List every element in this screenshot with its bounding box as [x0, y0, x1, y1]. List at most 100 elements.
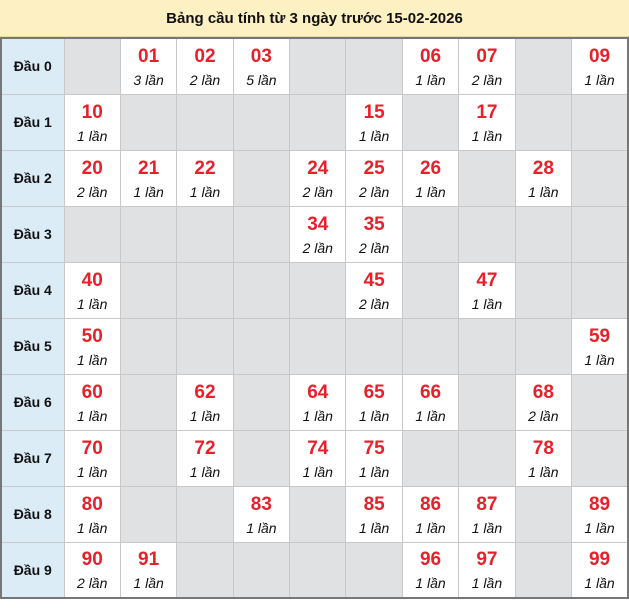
number-cell: 45 2 lần: [345, 261, 403, 319]
number-cell: 22 1 lần: [176, 149, 234, 207]
empty-cell: [119, 485, 178, 543]
number: 22: [194, 157, 216, 179]
empty-cell: [176, 205, 234, 263]
empty-cell: [232, 317, 291, 375]
empty-cell: [289, 317, 347, 375]
table-row: Đầu 8 80 1 lần 83 1 lần 85 1 lần 86 1 lần 87 1 lần…: [0, 485, 629, 543]
count: 1 lần: [133, 575, 164, 592]
empty-cell: [514, 205, 573, 263]
number-cell: 09 1 lần: [571, 37, 629, 95]
number: 47: [476, 269, 498, 291]
number-cell: 64 1 lần: [289, 373, 347, 431]
number: 40: [81, 269, 103, 291]
number-cell: 28 1 lần: [514, 149, 573, 207]
empty-cell: [458, 317, 516, 375]
empty-cell: [571, 205, 629, 263]
count: 1 lần: [189, 407, 221, 424]
empty-cell: [401, 429, 460, 487]
number: 62: [194, 381, 216, 403]
number: 17: [476, 101, 498, 123]
number: 35: [363, 213, 385, 235]
number: 86: [419, 493, 442, 515]
number: 91: [138, 549, 160, 571]
number-cell: 62 1 lần: [176, 373, 234, 431]
empty-cell: [514, 541, 573, 599]
row-label: Đầu 1: [0, 93, 65, 151]
number-cell: 68 2 lần: [514, 373, 573, 431]
number-cell: 86 1 lần: [401, 485, 460, 543]
number-cell: 59 1 lần: [571, 317, 629, 375]
number-cell: 06 1 lần: [401, 37, 460, 95]
number: 96: [419, 549, 442, 571]
empty-cell: [514, 37, 573, 95]
count: 2 lần: [471, 71, 503, 88]
count: 2 lần: [77, 183, 108, 200]
empty-cell: [232, 429, 291, 487]
count: 1 lần: [471, 295, 503, 312]
empty-cell: [63, 37, 121, 95]
number-cell: 26 1 lần: [401, 149, 460, 207]
number: 65: [363, 381, 385, 403]
empty-cell: [176, 317, 234, 375]
number-cell: 89 1 lần: [571, 485, 629, 543]
number: 45: [363, 269, 385, 291]
empty-cell: [176, 93, 234, 151]
count: 1 lần: [133, 183, 164, 200]
count: 1 lần: [246, 519, 277, 536]
number: 64: [307, 381, 329, 403]
number-cell: 47 1 lần: [458, 261, 516, 319]
number-cell: 90 2 lần: [63, 541, 121, 599]
count: 1 lần: [358, 463, 390, 480]
number: 06: [419, 45, 442, 67]
count: 2 lần: [358, 295, 390, 312]
count: 2 lần: [302, 239, 333, 256]
number-cell: 78 1 lần: [514, 429, 573, 487]
count: 2 lần: [528, 407, 559, 424]
count: 2 lần: [77, 575, 108, 592]
number-cell: 24 2 lần: [289, 149, 347, 207]
count: 1 lần: [471, 127, 503, 144]
row-label: Đầu 0: [0, 37, 65, 95]
empty-cell: [63, 205, 121, 263]
number-cell: 96 1 lần: [401, 541, 460, 599]
empty-cell: [458, 149, 516, 207]
empty-cell: [571, 261, 629, 319]
number: 28: [532, 157, 554, 179]
table-row: Đầu 2 20 2 lần 21 1 lần 22 1 lần 24 2 lần 25 2 lần…: [0, 149, 629, 207]
number: 10: [81, 101, 103, 123]
empty-cell: [514, 93, 573, 151]
empty-cell: [401, 93, 460, 151]
number-cell: 85 1 lần: [345, 485, 403, 543]
number-cell: 17 1 lần: [458, 93, 516, 151]
row-label: Đầu 9: [0, 541, 65, 599]
number: 02: [194, 45, 216, 67]
empty-cell: [514, 261, 573, 319]
empty-cell: [119, 93, 178, 151]
page-title: Bảng cầu tính từ 3 ngày trước 15-02-2026: [0, 0, 629, 37]
number: 59: [588, 325, 611, 347]
empty-cell: [289, 485, 347, 543]
count: 1 lần: [584, 519, 615, 536]
number-cell: 03 5 lần: [232, 37, 291, 95]
empty-cell: [232, 205, 291, 263]
count: 1 lần: [189, 183, 221, 200]
count: 1 lần: [77, 407, 108, 424]
empty-cell: [176, 261, 234, 319]
number: 78: [532, 437, 554, 459]
count: 1 lần: [415, 407, 446, 424]
number-cell: 80 1 lần: [63, 485, 121, 543]
empty-cell: [119, 373, 178, 431]
number-cell: 75 1 lần: [345, 429, 403, 487]
empty-cell: [289, 93, 347, 151]
lottery-table: Đầu 0 01 3 lần 02 2 lần 03 5 lần 06 1 lần 07 2 lần…: [0, 37, 629, 599]
number: 66: [419, 381, 442, 403]
number-cell: 10 1 lần: [63, 93, 121, 151]
empty-cell: [232, 149, 291, 207]
number: 21: [138, 157, 160, 179]
count: 1 lần: [584, 575, 615, 592]
count: 1 lần: [528, 463, 559, 480]
number: 34: [307, 213, 329, 235]
count: 1 lần: [189, 463, 221, 480]
table-row: Đầu 7 70 1 lần 72 1 lần 74 1 lần 75 1 lần 78 1 lần: [0, 429, 629, 487]
number-cell: 21 1 lần: [119, 149, 178, 207]
